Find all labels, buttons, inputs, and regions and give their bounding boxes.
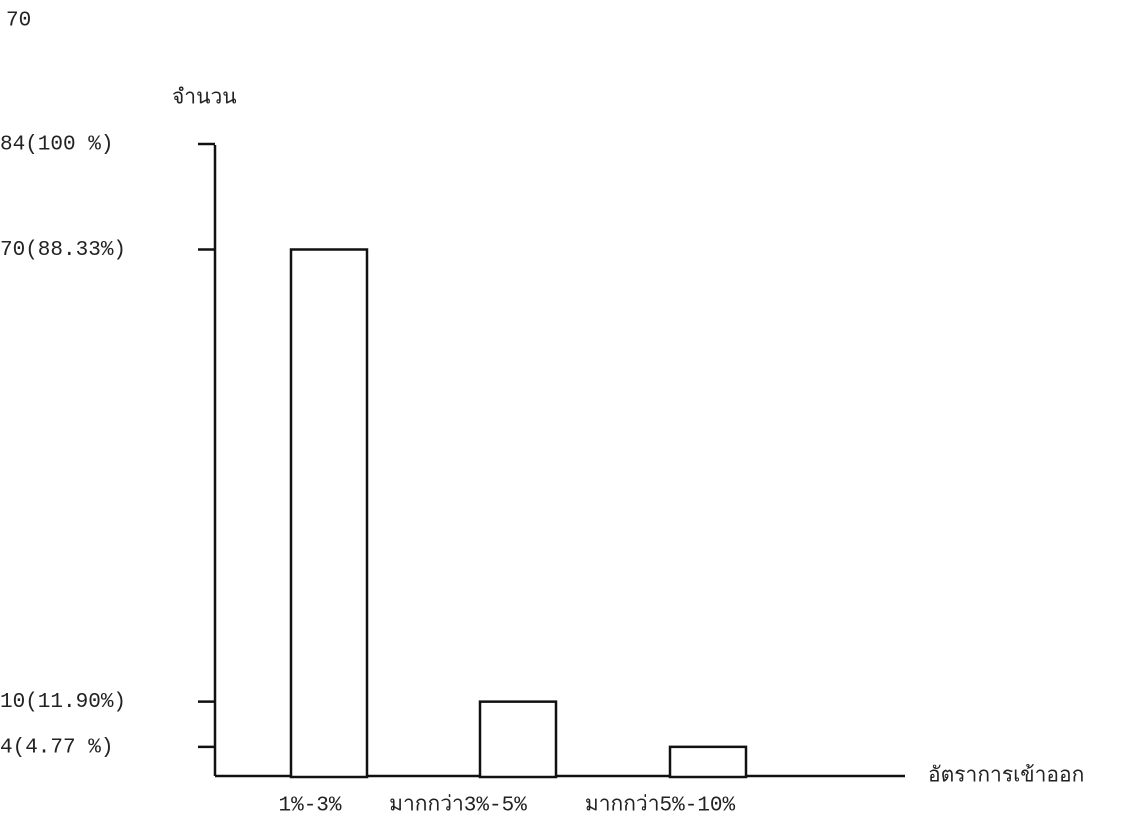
- y-axis-label: จำนวน: [172, 87, 237, 111]
- bar: [289, 248, 369, 779]
- x-tick-label: 1%-3%: [278, 795, 341, 818]
- x-tick-label: มากกว่า3%-5%: [389, 795, 527, 818]
- bar: [668, 745, 748, 779]
- y-tick-label: 4(4.77 %): [0, 736, 113, 759]
- x-tick-label: มากกว่า5%-10%: [585, 795, 736, 818]
- bar: [478, 700, 558, 779]
- y-tick-label: 70(88.33%): [0, 239, 126, 262]
- page-number: 70: [6, 10, 31, 33]
- y-tick-label: 10(11.90%): [0, 691, 126, 714]
- y-tick-label: 84(100 %): [0, 134, 113, 157]
- x-axis-label: อัตราการเข้าออก: [928, 764, 1084, 789]
